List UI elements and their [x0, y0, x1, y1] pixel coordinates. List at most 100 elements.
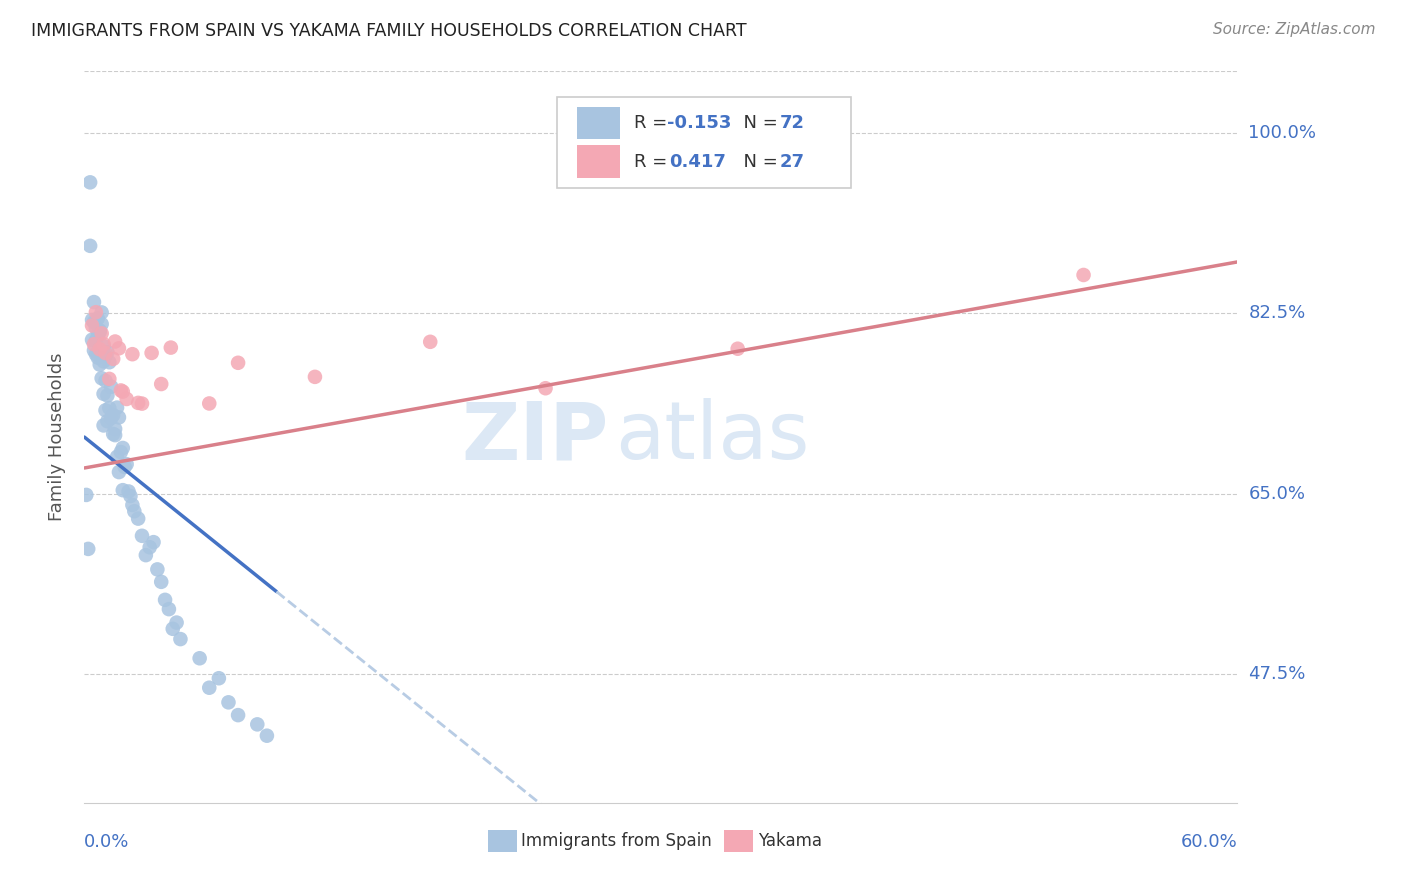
Point — [84, 305, 107, 319]
Text: 100.0%: 100.0% — [1249, 124, 1316, 142]
Point — [727, 342, 749, 356]
Text: R =: R = — [634, 114, 673, 132]
Point — [108, 410, 131, 425]
Point — [114, 459, 136, 474]
Point — [108, 341, 131, 355]
Point — [121, 498, 143, 512]
Text: Source: ZipAtlas.com: Source: ZipAtlas.com — [1212, 22, 1375, 37]
Point — [83, 295, 105, 310]
Point — [120, 489, 142, 503]
Point — [111, 384, 134, 399]
Point — [256, 729, 278, 743]
Point — [1073, 268, 1095, 282]
Point — [93, 339, 115, 353]
Bar — [724, 830, 754, 852]
Point — [94, 349, 117, 363]
Point — [124, 504, 146, 518]
Bar — [576, 106, 620, 139]
Point — [142, 535, 165, 549]
Point — [83, 337, 105, 351]
Text: Immigrants from Spain: Immigrants from Spain — [522, 832, 711, 850]
Point — [89, 343, 111, 357]
Point — [157, 602, 180, 616]
Point — [90, 305, 112, 319]
Point — [90, 317, 112, 331]
Point — [98, 355, 121, 369]
Point — [93, 386, 115, 401]
Bar — [576, 145, 620, 178]
Text: 72: 72 — [779, 114, 804, 132]
Point — [96, 345, 118, 359]
Point — [104, 428, 127, 442]
Point — [150, 574, 173, 589]
Point — [111, 483, 134, 498]
Point — [131, 529, 153, 543]
Point — [117, 484, 139, 499]
Point — [162, 622, 184, 636]
Point — [105, 450, 128, 464]
Point — [111, 441, 134, 455]
Point — [90, 371, 112, 385]
Text: N =: N = — [733, 114, 783, 132]
Point — [83, 343, 105, 358]
Point — [87, 351, 110, 365]
Point — [108, 465, 131, 479]
Point — [103, 408, 124, 422]
Point — [87, 328, 110, 343]
Point — [103, 426, 124, 441]
Text: -0.153: -0.153 — [666, 114, 731, 132]
Point — [84, 334, 107, 348]
Text: N =: N = — [733, 153, 783, 171]
Text: ZIP: ZIP — [461, 398, 609, 476]
Point — [89, 325, 111, 339]
Point — [115, 392, 138, 406]
Point — [93, 337, 115, 351]
Point — [90, 326, 112, 341]
Point — [110, 384, 132, 398]
Point — [160, 341, 183, 355]
Point — [226, 356, 249, 370]
Point — [115, 457, 138, 471]
Point — [141, 346, 163, 360]
Point — [79, 239, 101, 253]
Point — [146, 562, 169, 576]
Text: Yakama: Yakama — [758, 832, 821, 850]
Point — [110, 445, 132, 459]
Point — [100, 380, 122, 394]
Point — [80, 313, 103, 327]
Point — [138, 540, 160, 554]
Point — [79, 175, 101, 189]
Point — [80, 318, 103, 333]
Point — [153, 592, 176, 607]
Point — [103, 351, 124, 366]
Point — [96, 388, 118, 402]
Point — [105, 401, 128, 415]
Text: 0.0%: 0.0% — [84, 833, 129, 851]
Point — [304, 369, 326, 384]
Text: 82.5%: 82.5% — [1249, 304, 1306, 322]
Point — [87, 311, 110, 326]
Point — [98, 372, 121, 386]
Point — [169, 632, 191, 646]
Point — [94, 403, 117, 417]
Point — [89, 358, 111, 372]
Point — [83, 315, 105, 329]
Point — [93, 354, 115, 368]
Point — [93, 418, 115, 433]
Point — [75, 488, 97, 502]
Text: 0.417: 0.417 — [669, 153, 725, 171]
Text: IMMIGRANTS FROM SPAIN VS YAKAMA FAMILY HOUSEHOLDS CORRELATION CHART: IMMIGRANTS FROM SPAIN VS YAKAMA FAMILY H… — [31, 22, 747, 40]
Text: 60.0%: 60.0% — [1181, 833, 1237, 851]
Text: 47.5%: 47.5% — [1249, 665, 1306, 683]
Point — [188, 651, 211, 665]
Point — [80, 333, 103, 347]
Point — [100, 411, 122, 425]
Point — [131, 396, 153, 410]
Y-axis label: Family Households: Family Households — [48, 353, 66, 521]
Text: 65.0%: 65.0% — [1249, 484, 1305, 503]
Point — [104, 334, 127, 349]
Point — [127, 396, 149, 410]
Point — [135, 548, 157, 562]
Text: 27: 27 — [779, 153, 804, 171]
Point — [94, 346, 117, 360]
